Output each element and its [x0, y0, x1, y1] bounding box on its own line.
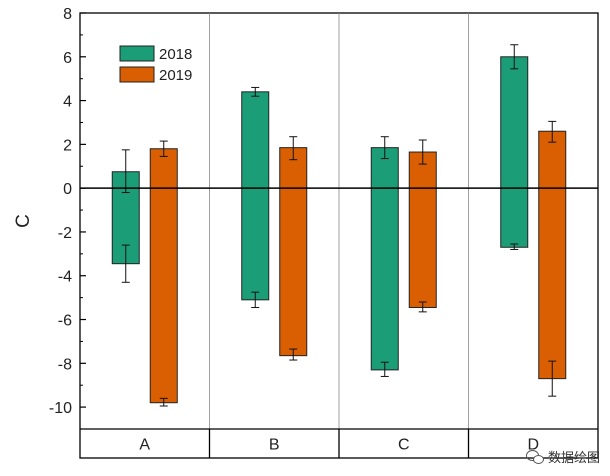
y-tick-label: -8 — [58, 356, 72, 373]
bar-2018-D — [500, 56, 529, 248]
category-label-A: A — [139, 437, 150, 454]
legend-label-2018: 2018 — [159, 46, 192, 63]
watermark-text: 数据绘图 — [547, 451, 600, 466]
wechat-icon — [525, 449, 544, 464]
y-tick-label: -2 — [58, 225, 72, 242]
bar-2018-C — [370, 147, 399, 371]
y-tick-label: -6 — [58, 313, 72, 330]
bar-2019-A — [149, 148, 178, 404]
legend-label-2019: 2019 — [159, 67, 192, 84]
y-tick-label: 2 — [63, 137, 72, 154]
y-axis-label: C — [13, 214, 34, 228]
category-label-B: B — [269, 437, 280, 454]
bar-2018-B — [241, 91, 270, 301]
bar-2019-C — [408, 151, 437, 308]
y-tick-label: -4 — [58, 269, 72, 286]
bar-2019-D — [538, 130, 567, 380]
y-tick-label: 0 — [63, 181, 72, 198]
watermark: 数据绘图 — [525, 447, 600, 466]
y-tick-label: 4 — [63, 94, 72, 111]
category-label-D: D — [527, 437, 539, 454]
category-label-C: C — [398, 437, 410, 454]
legend-swatch-2018 — [119, 45, 155, 62]
y-tick-label: -10 — [49, 400, 72, 417]
y-tick-label: 8 — [63, 6, 72, 23]
bar-2019-B — [279, 147, 308, 357]
y-tick-label: 6 — [63, 50, 72, 67]
legend-swatch-2019 — [119, 66, 155, 83]
